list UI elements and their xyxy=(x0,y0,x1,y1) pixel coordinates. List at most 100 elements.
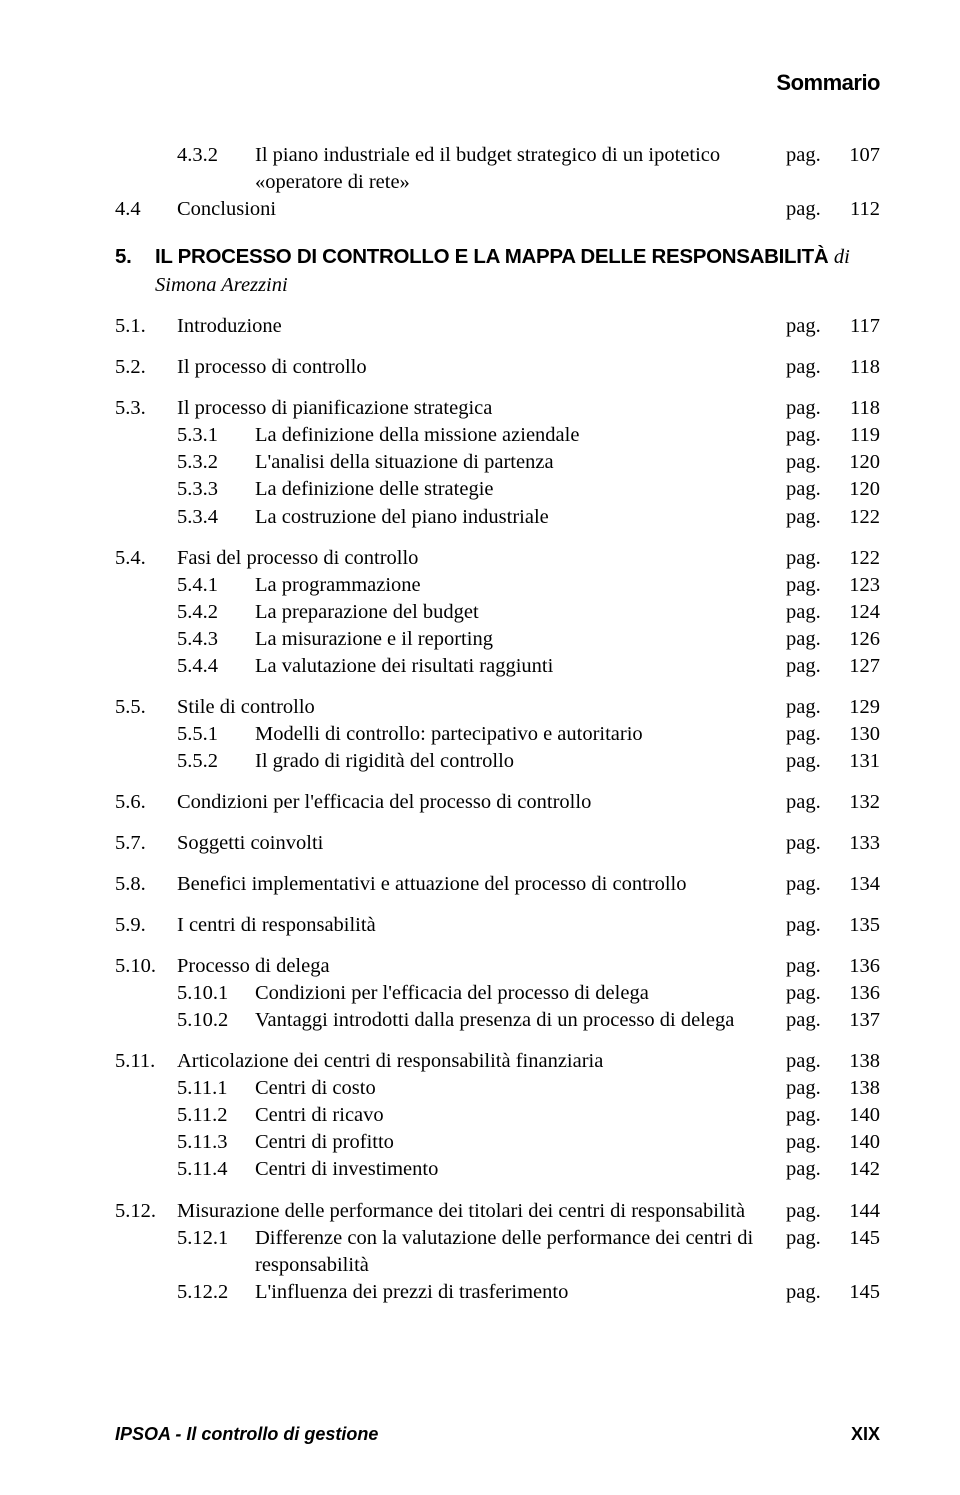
toc-entry-number: 5.9. xyxy=(115,912,177,939)
toc-entry-page: 145 xyxy=(834,1225,880,1252)
toc-entry-title: La misurazione e il reporting xyxy=(255,626,786,653)
toc-entry-page: 120 xyxy=(834,449,880,476)
toc-row: 5.8.Benefici implementativi e attuazione… xyxy=(115,871,880,898)
toc-entry-title: Il processo di controllo xyxy=(177,354,786,381)
toc-row: 5.4.2La preparazione del budgetpag.124 xyxy=(115,599,880,626)
toc-entry-title: Benefici implementativi e attuazione del… xyxy=(177,871,786,898)
toc-pag-label: pag. xyxy=(786,1007,834,1034)
toc-pag-label: pag. xyxy=(786,694,834,721)
toc-row: 5.5.Stile di controllopag.129 xyxy=(115,694,880,721)
toc-entry-number: 5.4.4 xyxy=(177,653,255,680)
toc-entry-page: 131 xyxy=(834,748,880,775)
toc-entry-page: 138 xyxy=(834,1075,880,1102)
toc-row: 5.10.Processo di delegapag.136 xyxy=(115,953,880,980)
toc-row: 5.3.Il processo di pianificazione strate… xyxy=(115,395,880,422)
toc-pag-label: pag. xyxy=(786,1129,834,1156)
toc-entry-title: L'influenza dei prezzi di trasferimento xyxy=(255,1279,786,1306)
toc-block: 5.2.Il processo di controllopag.118 xyxy=(115,354,880,381)
toc-entry-page: 145 xyxy=(834,1279,880,1306)
toc-row: 5.10.1Condizioni per l'efficacia del pro… xyxy=(115,980,880,1007)
toc-entry-number: 5.3. xyxy=(115,395,177,422)
toc-block: 5.1.Introduzionepag.117 xyxy=(115,313,880,340)
toc-row: 5.4.Fasi del processo di controllopag.12… xyxy=(115,545,880,572)
toc-row: 5.6.Condizioni per l'efficacia del proce… xyxy=(115,789,880,816)
toc-entry-page: 123 xyxy=(834,572,880,599)
toc-row: 5.12.2L'influenza dei prezzi di trasferi… xyxy=(115,1279,880,1306)
toc-entry-page: 124 xyxy=(834,599,880,626)
toc-entry-number: 5.3.1 xyxy=(177,422,255,449)
toc-entry-title: Il grado di rigidità del controllo xyxy=(255,748,786,775)
toc-entry-number: 5.10.1 xyxy=(177,980,255,1007)
toc-entry-number: 5.12.1 xyxy=(177,1225,255,1252)
chapter-number: 5. xyxy=(115,243,155,299)
toc-row: 5.3.1La definizione della missione azien… xyxy=(115,422,880,449)
toc-row: 5.11.1Centri di costopag.138 xyxy=(115,1075,880,1102)
toc-entry-number: 5.6. xyxy=(115,789,177,816)
toc-pag-label: pag. xyxy=(786,1198,834,1225)
toc-entry-page: 122 xyxy=(834,545,880,572)
toc-block-pre: 4.3.2Il piano industriale ed il budget s… xyxy=(115,142,880,223)
toc-pag-label: pag. xyxy=(786,1048,834,1075)
toc-entry-page: 136 xyxy=(834,953,880,980)
toc-pag-label: pag. xyxy=(786,196,834,223)
toc-row: 5.11.3Centri di profittopag.140 xyxy=(115,1129,880,1156)
toc-block: 5.4.Fasi del processo di controllopag.12… xyxy=(115,545,880,680)
toc-pag-label: pag. xyxy=(786,599,834,626)
toc-pag-label: pag. xyxy=(786,395,834,422)
toc-pag-label: pag. xyxy=(786,504,834,531)
toc-pag-label: pag. xyxy=(786,142,834,169)
toc-entry-title: La definizione della missione aziendale xyxy=(255,422,786,449)
toc-entry-number: 5.1. xyxy=(115,313,177,340)
toc-pag-label: pag. xyxy=(786,572,834,599)
toc-entry-number: 5.4. xyxy=(115,545,177,572)
toc-entry-page: 107 xyxy=(834,142,880,169)
toc-row: 5.12.1Differenze con la valutazione dell… xyxy=(115,1225,880,1279)
toc-pag-label: pag. xyxy=(786,449,834,476)
page-footer: IPSOA - Il controllo di gestione XIX xyxy=(115,1424,880,1445)
toc-entry-page: 136 xyxy=(834,980,880,1007)
toc-pag-label: pag. xyxy=(786,830,834,857)
toc-block: 5.10.Processo di delegapag.1365.10.1Cond… xyxy=(115,953,880,1034)
toc-entry-page: 129 xyxy=(834,694,880,721)
toc-pag-label: pag. xyxy=(786,748,834,775)
toc-pag-label: pag. xyxy=(786,545,834,572)
toc-row: 5.3.3La definizione delle strategiepag.1… xyxy=(115,476,880,503)
toc-entry-page: 117 xyxy=(834,313,880,340)
toc-pag-label: pag. xyxy=(786,476,834,503)
toc-entry-number: 5.3.2 xyxy=(177,449,255,476)
toc-entry-number: 5.10.2 xyxy=(177,1007,255,1034)
toc-entry-page: 119 xyxy=(834,422,880,449)
page-header: Sommario xyxy=(115,70,880,96)
toc-entry-page: 140 xyxy=(834,1129,880,1156)
toc-entry-page: 134 xyxy=(834,871,880,898)
toc-entry-page: 118 xyxy=(834,395,880,422)
toc-entry-title: Centri di costo xyxy=(255,1075,786,1102)
toc-pag-label: pag. xyxy=(786,789,834,816)
footer-publisher: IPSOA - Il controllo di gestione xyxy=(115,1424,378,1445)
toc-entry-title: Conclusioni xyxy=(177,196,786,223)
toc-pag-label: pag. xyxy=(786,626,834,653)
toc-entry-page: 122 xyxy=(834,504,880,531)
toc-entry-title: La costruzione del piano industriale xyxy=(255,504,786,531)
toc-entry-title: Centri di profitto xyxy=(255,1129,786,1156)
toc-row: 5.11.4Centri di investimentopag.142 xyxy=(115,1156,880,1183)
toc-row: 4.3.2Il piano industriale ed il budget s… xyxy=(115,142,880,196)
toc-row: 5.4.3La misurazione e il reportingpag.12… xyxy=(115,626,880,653)
toc-block: 5.11.Articolazione dei centri di respons… xyxy=(115,1048,880,1183)
toc-entry-number: 5.3.4 xyxy=(177,504,255,531)
toc-entry-number: 5.12.2 xyxy=(177,1279,255,1306)
toc-entry-page: 137 xyxy=(834,1007,880,1034)
toc-entry-page: 135 xyxy=(834,912,880,939)
toc-entry-number: 4.4 xyxy=(115,196,177,223)
toc-pag-label: pag. xyxy=(786,1279,834,1306)
toc-entry-page: 130 xyxy=(834,721,880,748)
toc-block: 5.7.Soggetti coinvoltipag.133 xyxy=(115,830,880,857)
toc-pag-label: pag. xyxy=(786,313,834,340)
footer-page-number: XIX xyxy=(851,1424,880,1445)
toc-entry-number: 5.2. xyxy=(115,354,177,381)
toc-entry-number: 5.5. xyxy=(115,694,177,721)
toc-entry-page: 132 xyxy=(834,789,880,816)
toc-entry-title: L'analisi della situazione di partenza xyxy=(255,449,786,476)
toc-row: 5.7.Soggetti coinvoltipag.133 xyxy=(115,830,880,857)
toc-entry-title: La programmazione xyxy=(255,572,786,599)
